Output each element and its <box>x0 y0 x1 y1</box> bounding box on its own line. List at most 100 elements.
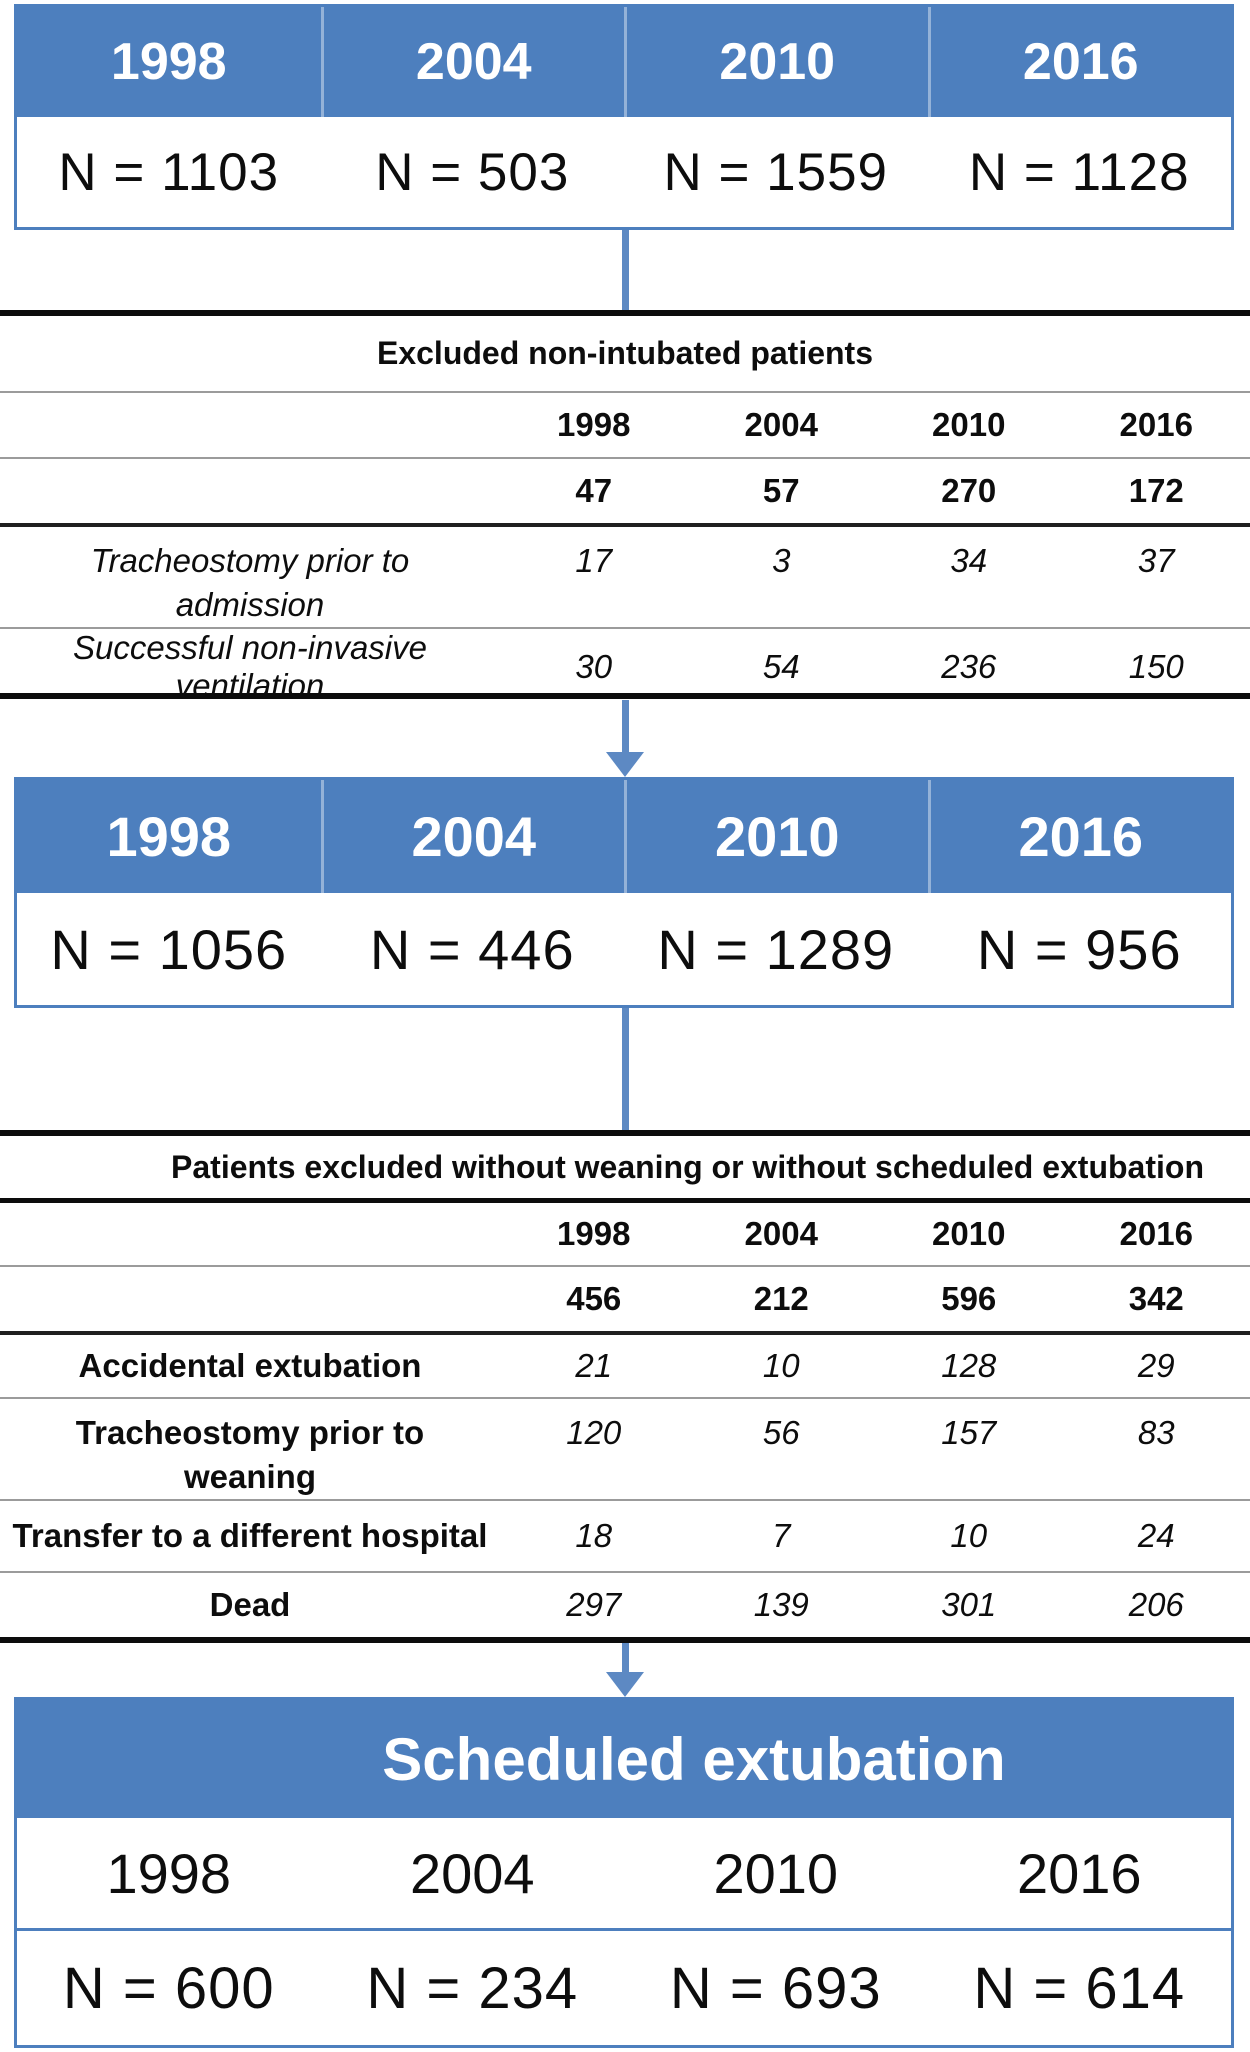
table-excluded-without-weaning: Patients excluded without weaning or wit… <box>0 1130 1250 1643</box>
divider <box>0 1637 1250 1643</box>
year-label: 1998 <box>557 1215 631 1252</box>
row-value: 83 <box>1137 1414 1175 1451</box>
year-label: 1998 <box>106 1841 232 1905</box>
row-label: Successful non-invasive ventilation <box>72 629 427 704</box>
table-row-tracheostomy-weaning: Tracheostomy prior to weaning 120 56 157… <box>0 1399 1250 1499</box>
n-count: N = 693 <box>669 1955 882 2021</box>
total-value: 172 <box>1128 472 1184 509</box>
row-label: Accidental extubation <box>78 1347 422 1384</box>
table-row-dead: Dead 297 139 301 206 <box>0 1573 1250 1637</box>
row-value: 3 <box>772 542 791 579</box>
row-value: 29 <box>1137 1347 1175 1384</box>
total-value: 270 <box>941 472 997 509</box>
year-label: 2004 <box>320 780 625 893</box>
year-label: 2016 <box>1119 1215 1193 1252</box>
year-label: 2004 <box>744 1215 818 1252</box>
year-label: 2010 <box>624 7 928 117</box>
row-label: Tracheostomy prior to weaning <box>75 1414 425 1495</box>
year-label: 2010 <box>932 406 1006 443</box>
divider <box>0 1397 1250 1399</box>
year-label: 2016 <box>927 7 1232 117</box>
total-value: 342 <box>1128 1280 1184 1317</box>
arrow-down-icon <box>606 1672 644 1697</box>
row-value: 120 <box>566 1414 622 1451</box>
scheduled-extubation-title: Scheduled extubation <box>17 1700 1231 1818</box>
connector-line <box>621 1643 629 1672</box>
cohort-box-intubated-counts: N = 1056 N = 446 N = 1289 N = 956 <box>17 893 1231 1005</box>
row-label: Transfer to a different hospital <box>12 1517 488 1554</box>
row-value: 128 <box>941 1347 997 1384</box>
scheduled-extubation-year-row: 1998 2004 2010 2016 <box>17 1818 1231 1931</box>
year-label: 1998 <box>557 406 631 443</box>
row-value: 139 <box>753 1586 809 1623</box>
year-label: 2010 <box>624 780 928 893</box>
cohort-box-intubated: 1998 2004 2010 2016 N = 1056 N = 446 N =… <box>14 777 1234 1008</box>
flow-connector <box>0 700 1250 777</box>
flow-connector <box>0 1008 1250 1130</box>
divider <box>0 1265 1250 1267</box>
cohort-box-initial-year-header: 1998 2004 2010 2016 <box>17 7 1231 117</box>
n-count: N = 600 <box>62 1955 275 2021</box>
row-value: 297 <box>566 1586 622 1623</box>
year-label: 2016 <box>1119 406 1193 443</box>
total-value: 596 <box>941 1280 997 1317</box>
table-totals-row: 456 212 596 342 <box>0 1267 1250 1331</box>
divider <box>0 627 1250 629</box>
divider <box>0 1499 1250 1501</box>
n-count: N = 1056 <box>50 917 288 981</box>
divider <box>0 310 1250 316</box>
row-value: 30 <box>575 648 613 685</box>
row-value: 17 <box>575 542 613 579</box>
table-year-header-row: 1998 2004 2010 2016 <box>0 1203 1250 1265</box>
year-label: 1998 <box>110 33 227 91</box>
row-value: 206 <box>1128 1586 1184 1623</box>
year-label: 2010 <box>713 1841 839 1905</box>
cohort-box-intubated-year-header: 1998 2004 2010 2016 <box>17 780 1231 893</box>
total-value: 57 <box>762 472 800 509</box>
n-count: N = 234 <box>366 1955 579 2021</box>
year-label: 2010 <box>932 1215 1006 1252</box>
table-year-header-row: 1998 2004 2010 2016 <box>0 393 1250 457</box>
year-label: 2016 <box>1016 1841 1142 1905</box>
n-count: N = 614 <box>973 1955 1186 2021</box>
table-row-transfer-hospital: Transfer to a different hospital 18 7 10… <box>0 1501 1250 1571</box>
flow-connector <box>0 1643 1250 1697</box>
divider <box>0 1571 1250 1573</box>
n-count: N = 446 <box>369 917 575 981</box>
total-value: 47 <box>575 472 613 509</box>
table-title: Patients excluded without weaning or wit… <box>171 1148 1204 1185</box>
year-label: 1998 <box>106 805 232 868</box>
row-value: 10 <box>950 1517 988 1554</box>
divider <box>0 523 1250 527</box>
year-label: 2016 <box>927 780 1232 893</box>
row-label: Tracheostomy prior to admission <box>90 542 410 623</box>
n-count: N = 1289 <box>657 917 895 981</box>
row-value: 24 <box>1137 1517 1175 1554</box>
connector-line <box>621 230 629 310</box>
table-title: Excluded non-intubated patients <box>376 335 873 371</box>
year-label: 2004 <box>409 1841 535 1905</box>
n-count: N = 1128 <box>968 142 1190 202</box>
n-count: N = 1103 <box>58 142 280 202</box>
total-value: 456 <box>566 1280 622 1317</box>
table-row-accidental-extubation: Accidental extubation 21 10 128 29 <box>0 1335 1250 1397</box>
row-value: 54 <box>762 648 800 685</box>
n-count: N = 956 <box>976 917 1182 981</box>
year-label: 2004 <box>320 7 625 117</box>
row-value: 301 <box>941 1586 997 1623</box>
cohort-box-initial: 1998 2004 2010 2016 N = 1103 N = 503 N =… <box>14 4 1234 230</box>
row-value: 56 <box>762 1414 800 1451</box>
flow-connector <box>0 230 1250 310</box>
n-count: N = 1559 <box>663 142 889 202</box>
connector-line <box>621 1008 629 1130</box>
row-value: 7 <box>772 1517 791 1554</box>
divider <box>0 391 1250 393</box>
row-value: 21 <box>575 1347 613 1384</box>
table-excluded-non-intubated: Excluded non-intubated patients 1998 200… <box>0 310 1250 704</box>
table-totals-row: 47 57 270 172 <box>0 459 1250 523</box>
row-value: 37 <box>1137 542 1175 579</box>
scheduled-extubation-box: Scheduled extubation 1998 2004 2010 2016… <box>14 1697 1234 2048</box>
arrow-down-icon <box>606 752 644 777</box>
scheduled-extubation-counts: N = 600 N = 234 N = 693 N = 614 <box>17 1931 1231 2045</box>
